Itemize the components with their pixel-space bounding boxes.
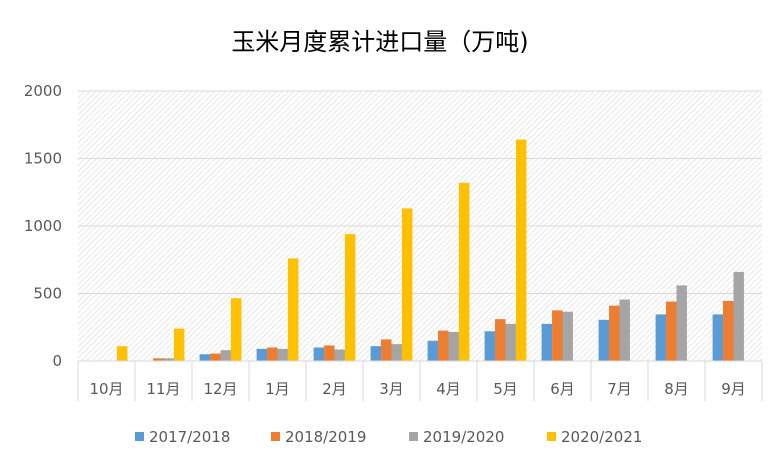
bar (676, 285, 687, 361)
legend-swatch (135, 432, 144, 441)
bar (344, 234, 356, 361)
bar (334, 349, 345, 361)
bar (153, 358, 164, 361)
legend-label: 2019/2020 (423, 428, 504, 446)
x-tick-label: 12月 (203, 380, 237, 398)
bar (173, 328, 185, 361)
bar (666, 301, 677, 361)
bar (458, 182, 470, 361)
legend-label: 2018/2019 (285, 428, 366, 446)
y-axis: 0 500 1000 1500 2000 (24, 82, 62, 370)
bar (712, 314, 724, 361)
bar (277, 348, 288, 361)
x-tick-label: 7月 (607, 380, 632, 398)
bar (448, 331, 459, 361)
legend: 2017/2018 2018/2019 2019/2020 2020/2021 (135, 428, 642, 446)
y-tick-label: 2000 (24, 82, 62, 100)
x-tick-label: 2月 (322, 380, 347, 398)
bar (495, 319, 506, 361)
bar (401, 208, 413, 361)
bar (541, 323, 553, 361)
legend-label: 2020/2021 (561, 428, 642, 446)
x-tick-label: 5月 (493, 380, 518, 398)
bar (324, 345, 335, 361)
x-tick-label: 11月 (146, 380, 180, 398)
x-tick-label: 4月 (436, 380, 461, 398)
bar (163, 358, 174, 361)
bar (552, 310, 563, 361)
bar (313, 347, 325, 361)
bar (391, 344, 402, 361)
legend-swatch (409, 432, 418, 441)
bar (609, 305, 620, 361)
legend-swatch (271, 432, 280, 441)
bar (267, 347, 278, 361)
bar (199, 354, 211, 361)
legend-swatch (547, 432, 556, 441)
bar (370, 346, 382, 361)
bar (256, 348, 268, 361)
bar (438, 330, 449, 361)
y-tick-label: 1500 (24, 150, 62, 168)
y-tick-label: 1000 (24, 217, 62, 235)
bar (562, 311, 573, 361)
bar (484, 331, 496, 361)
y-tick-label: 0 (52, 352, 62, 370)
gridlines (78, 90, 762, 294)
bars (116, 139, 744, 361)
bar (210, 353, 221, 361)
x-tick-label: 10月 (89, 380, 123, 398)
bar (598, 319, 610, 361)
chart-title: 玉米月度累计进口量（万吨) (231, 28, 528, 56)
x-tick-label: 9月 (721, 380, 746, 398)
x-tick-label: 1月 (265, 380, 290, 398)
bar (116, 346, 128, 361)
bar (287, 258, 299, 361)
bar (733, 271, 744, 361)
bar (381, 339, 392, 361)
bar (427, 340, 439, 361)
legend-label: 2017/2018 (149, 428, 230, 446)
bar (220, 350, 231, 361)
x-tick-label: 6月 (550, 380, 575, 398)
bar (515, 139, 527, 361)
y-tick-label: 500 (33, 285, 62, 303)
bar (505, 323, 516, 361)
bar (655, 314, 667, 361)
bar (230, 298, 242, 361)
bar (723, 300, 734, 361)
x-tick-label: 3月 (379, 380, 404, 398)
x-axis: 10月 11月 12月 1月 2月 3月 4月 5月 6月 7月 8月 9月 (77, 360, 763, 401)
bar (619, 299, 630, 361)
x-tick-label: 8月 (664, 380, 689, 398)
